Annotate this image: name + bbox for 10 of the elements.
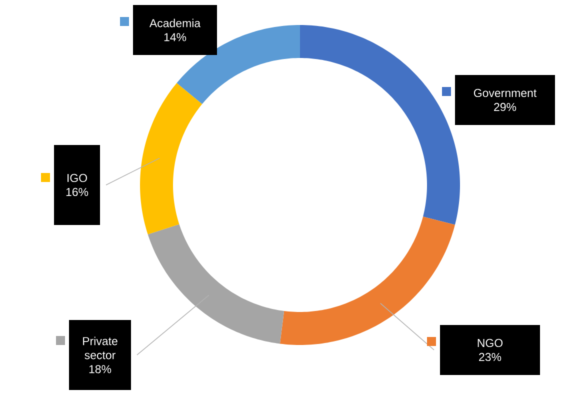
legend-label: Academia — [149, 18, 201, 28]
slice-label: NGO — [478, 338, 503, 348]
legend-label: Private sector — [83, 336, 118, 360]
data-label: 29% — [494, 102, 516, 112]
data-label: 18% — [89, 365, 112, 374]
data-label: 16% — [66, 188, 88, 196]
data-label: 23% — [479, 352, 502, 362]
legend-label: IGO — [68, 174, 87, 182]
data-label: 14% — [164, 33, 186, 42]
legend-label: Government — [474, 88, 537, 98]
